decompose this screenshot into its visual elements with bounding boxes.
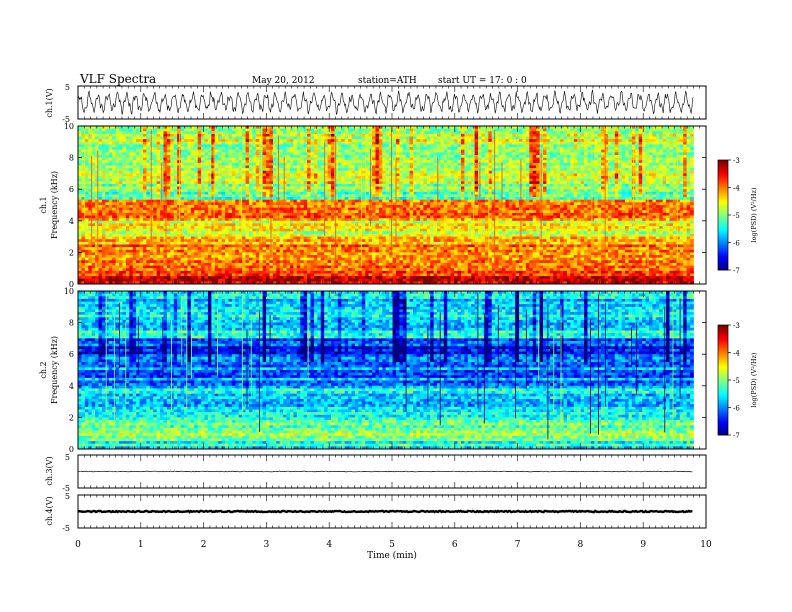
ch3-ytick-top: 5 xyxy=(65,453,70,462)
x-tick-label: 4 xyxy=(326,540,332,550)
ch3-ytick-bottom: -5 xyxy=(62,484,70,493)
ch1-spectrogram-image xyxy=(78,126,706,285)
ch3-waveform-panel: 5 -5 ch.3(V) xyxy=(45,453,707,493)
spectrogram-ytick-label: 10 xyxy=(64,122,74,131)
colorbar-label: log(PSD) (V²/Hz) xyxy=(750,352,758,407)
ch4-ytick-bottom: -5 xyxy=(62,524,70,533)
ch2-spectrogram-channel-label: ch.2 xyxy=(39,361,48,378)
colorbar-tick-label: -7 xyxy=(733,267,740,275)
station-label: station=ATH xyxy=(358,76,417,86)
x-tick-label: 10 xyxy=(700,540,712,550)
colorbar-label: log(PSD) (V²/Hz) xyxy=(750,187,758,242)
x-axis-label: Time (min) xyxy=(367,550,417,561)
ch1-waveform-panel: 5 -5 ch.1(V) xyxy=(45,83,707,124)
ch2-spectrogram-image xyxy=(78,291,706,450)
ch2-spectrogram-ylabel: Frequency (kHz) xyxy=(50,336,59,404)
ch4-ytick-top: 5 xyxy=(65,492,70,501)
ch1-colorbar: -3 -4 -5 -6 -7 log(PSD) (V²/Hz) xyxy=(717,157,758,275)
ch4-waveform-line xyxy=(77,509,693,514)
ch4-waveform-panel: 5 -5 ch.4(V) xyxy=(45,492,707,533)
spectrogram-ytick-label: 2 xyxy=(69,413,74,422)
ch1-spectrogram-ylabel: Frequency (kHz) xyxy=(50,171,59,239)
x-tick-label: 6 xyxy=(452,540,458,550)
spectrogram-ytick-label: 2 xyxy=(69,248,74,257)
x-tick-label: 9 xyxy=(640,540,646,550)
date-label: May 20, 2012 xyxy=(252,76,315,86)
spectrogram-ytick-label: 8 xyxy=(69,154,74,163)
colorbar-tick-label: -6 xyxy=(733,405,740,413)
figure-title: VLF Spectra xyxy=(79,72,156,86)
x-tick-label: 5 xyxy=(389,540,395,550)
x-axis-ticks xyxy=(77,86,707,528)
x-axis-tick-labels: 0 1 2 3 4 5 6 7 8 9 10 xyxy=(75,540,712,550)
ch1-waveform-ylabel: ch.1(V) xyxy=(45,88,54,117)
colorbar-tick-label: -5 xyxy=(733,377,740,385)
ch1-spectrogram-panel: 0 2 4 6 8 10 ch.1 Frequency (kHz) -3 -4 -5 -6 -7 l… xyxy=(39,122,758,289)
colorbar-tick-label: -4 xyxy=(733,185,740,193)
spectrogram-ytick-label: 10 xyxy=(64,287,74,296)
ch1-ytick-bottom: -5 xyxy=(62,115,70,124)
spectrogram-ytick-label: 0 xyxy=(69,445,74,454)
spectrogram-ytick-label: 6 xyxy=(69,185,74,194)
colorbar-tick-label: -3 xyxy=(733,322,740,330)
x-tick-label: 3 xyxy=(264,540,270,550)
spectrogram-ytick-label: 6 xyxy=(69,350,74,359)
ch2-colorbar: -3 -4 -5 -6 -7 log(PSD) (V²/Hz) xyxy=(717,322,758,440)
ch3-waveform-line xyxy=(77,470,693,473)
colorbar-tick-label: -6 xyxy=(733,240,740,248)
ch3-waveform-ylabel: ch.3(V) xyxy=(45,456,54,485)
spectrogram-ytick-label: 8 xyxy=(69,319,74,328)
colorbar-tick-label: -4 xyxy=(733,350,740,358)
spectrogram-ytick-label: 0 xyxy=(69,280,74,289)
ch1-spectrogram-channel-label: ch.1 xyxy=(39,196,48,213)
colorbar-tick-label: -5 xyxy=(733,212,740,220)
x-tick-label: 2 xyxy=(201,540,207,550)
ch1-waveform-line xyxy=(77,89,694,116)
start-time-label: start UT = 17: 0 : 0 xyxy=(438,76,527,86)
ch4-waveform-ylabel: ch.4(V) xyxy=(45,496,54,525)
ch1-ytick-top: 5 xyxy=(65,83,70,92)
x-tick-label: 7 xyxy=(515,540,521,550)
ch2-spectrogram-panel: 0 2 4 6 8 10 ch.2 Frequency (kHz) -3 -4 -5 -6 -7 l… xyxy=(39,287,758,454)
x-tick-label: 0 xyxy=(75,540,81,550)
spectrogram-ytick-label: 4 xyxy=(69,382,74,391)
colorbar-tick-label: -3 xyxy=(733,157,740,165)
x-tick-label: 8 xyxy=(578,540,584,550)
x-tick-label: 1 xyxy=(138,540,144,550)
colorbar-tick-label: -7 xyxy=(733,432,740,440)
spectrogram-ytick-label: 4 xyxy=(69,217,74,226)
